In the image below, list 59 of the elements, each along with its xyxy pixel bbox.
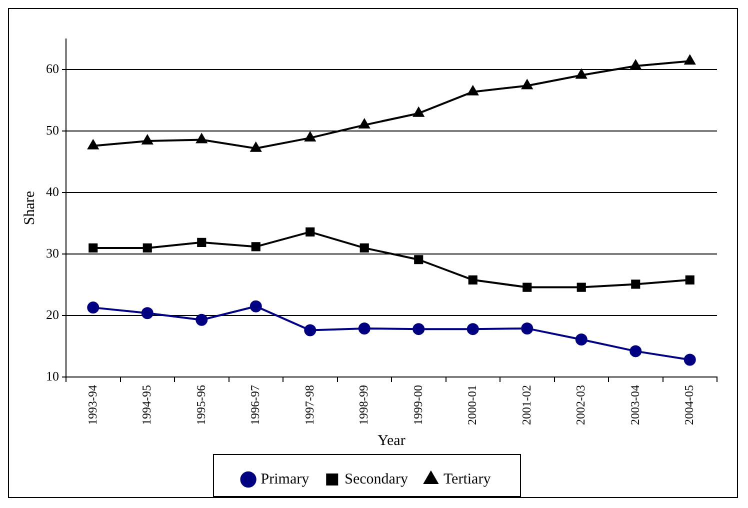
x-tick-label: 1995-96 xyxy=(194,385,208,426)
point xyxy=(576,69,587,79)
point xyxy=(468,86,478,96)
point xyxy=(522,282,532,292)
point xyxy=(630,345,642,358)
x-tick-label: 1997-98 xyxy=(302,385,316,426)
point xyxy=(521,322,534,334)
point xyxy=(196,134,207,144)
point xyxy=(196,314,208,326)
point xyxy=(87,302,100,314)
legend-label: Secondary xyxy=(344,471,408,488)
point xyxy=(466,323,479,336)
x-tick-label: 2002-03 xyxy=(574,385,588,426)
point xyxy=(684,55,696,65)
point xyxy=(250,300,262,312)
x-tick-label: 1993-94 xyxy=(85,385,100,426)
point xyxy=(251,242,260,252)
point xyxy=(304,324,316,336)
point xyxy=(141,307,154,320)
x-tick-label: 1996-97 xyxy=(248,385,262,426)
point xyxy=(630,60,641,70)
x-tick-label: 1998-99 xyxy=(356,385,371,426)
point xyxy=(631,280,640,289)
x-tick-label: 2000-01 xyxy=(465,385,480,426)
point xyxy=(358,322,370,334)
point xyxy=(684,354,696,366)
point xyxy=(304,132,316,142)
point xyxy=(142,135,153,145)
point xyxy=(576,282,586,292)
x-tick-label: 1994-95 xyxy=(140,385,154,426)
y-tick-label: 40 xyxy=(46,184,59,200)
point xyxy=(413,107,424,117)
point xyxy=(360,243,369,252)
x-tick-label: 2003-04 xyxy=(628,385,642,426)
point xyxy=(468,275,478,284)
x-axis-title: Year xyxy=(378,432,406,449)
legend-label: Tertiary xyxy=(443,471,492,488)
point xyxy=(88,243,98,252)
x-tick-label: 2004-05 xyxy=(682,385,696,426)
point xyxy=(359,119,370,129)
point xyxy=(685,275,694,284)
point xyxy=(88,140,98,150)
y-tick-label: 20 xyxy=(46,306,59,322)
x-tick-label: 2001-02 xyxy=(519,385,534,426)
y-axis-title: Share xyxy=(22,190,38,226)
point xyxy=(306,227,315,237)
point xyxy=(197,238,206,247)
y-tick-label: 60 xyxy=(46,61,59,76)
x-tick-label: 1999-00 xyxy=(410,385,425,426)
point xyxy=(142,243,152,252)
y-tick-label: 30 xyxy=(46,246,59,261)
point xyxy=(412,323,425,336)
point xyxy=(414,255,424,264)
point xyxy=(575,334,588,346)
legend-label: Primary xyxy=(260,471,310,488)
y-tick-label: 10 xyxy=(46,368,59,384)
point xyxy=(250,142,262,152)
point xyxy=(522,80,532,90)
y-tick-label: 50 xyxy=(46,122,59,138)
